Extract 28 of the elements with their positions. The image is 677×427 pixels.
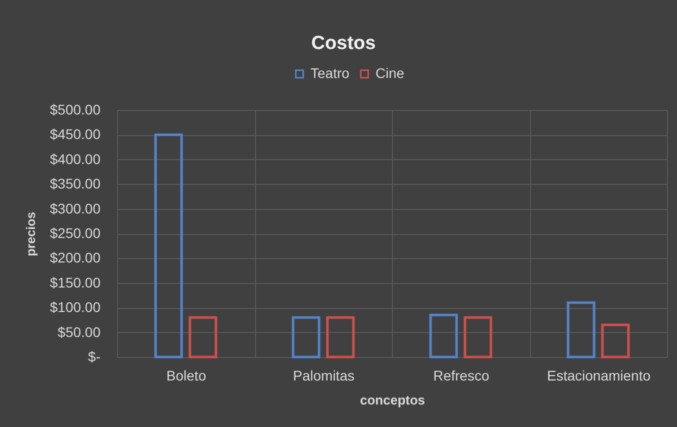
y-tick-label: $300.00 [50,200,101,216]
legend-label: Teatro [310,65,350,81]
y-tick-label: $150.00 [50,274,101,290]
bar [566,301,596,358]
x-tick-label: Estacionamiento [546,368,651,384]
y-tick-label: $50.00 [58,324,101,340]
y-tick-label: $100.00 [50,299,101,316]
bar [464,316,492,358]
y-tick-label: $500.00 [50,102,101,118]
y-tick-label: $350.00 [50,176,101,192]
y-tick-label: $400.00 [50,150,101,167]
y-tick-label: $- [88,348,101,364]
y-axis-title: precios [24,212,38,256]
chart-title: Costos [311,33,376,54]
x-tick-label: Boleto [166,368,206,384]
bar [326,316,355,358]
x-tick-label: Palomitas [293,368,354,384]
y-tick-label: $200.00 [50,250,101,266]
bar [601,324,630,358]
legend-label: Cine [376,65,405,81]
x-axis-title: conceptos [360,392,426,408]
x-tick-label: Refresco [433,368,490,384]
y-tick-label: $250.00 [50,225,101,241]
bar [188,316,218,358]
bar [154,133,183,358]
y-tick-label: $450.00 [50,126,101,142]
bar [292,316,320,358]
bar [429,314,458,358]
